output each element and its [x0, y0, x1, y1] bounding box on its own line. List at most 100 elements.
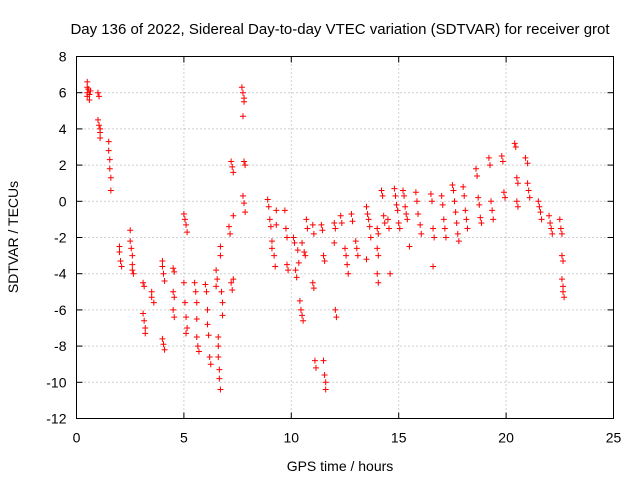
- data-point: [117, 258, 124, 265]
- data-point: [386, 225, 393, 232]
- data-point: [238, 84, 245, 91]
- y-axis-label: SDTVAR / TECUs: [5, 181, 21, 293]
- data-point: [526, 194, 533, 201]
- data-point: [202, 281, 209, 288]
- data-point: [486, 162, 493, 169]
- data-point: [365, 216, 372, 223]
- data-point: [204, 321, 211, 328]
- data-point: [461, 192, 468, 199]
- x-tick-label: 20: [498, 430, 514, 446]
- data-point: [348, 210, 355, 217]
- data-point: [193, 315, 200, 322]
- data-point: [438, 192, 445, 199]
- data-point: [547, 220, 554, 227]
- data-point: [363, 203, 370, 210]
- data-point: [463, 216, 470, 223]
- data-point: [301, 248, 308, 255]
- data-point: [522, 154, 529, 161]
- data-point: [310, 230, 317, 237]
- data-point: [159, 263, 166, 270]
- data-point: [241, 200, 248, 207]
- data-point: [455, 238, 462, 245]
- data-point: [375, 230, 382, 237]
- x-tick-label: 5: [180, 430, 188, 446]
- y-tick-label: 4: [59, 121, 67, 137]
- data-point: [319, 227, 326, 234]
- grid-lines: [76, 56, 614, 419]
- data-point: [490, 216, 497, 223]
- data-point: [535, 198, 542, 205]
- data-point: [393, 201, 400, 208]
- data-point: [367, 234, 374, 241]
- data-point: [242, 209, 249, 216]
- data-point: [228, 279, 235, 286]
- data-point: [239, 192, 246, 199]
- y-tick-label: -8: [54, 338, 67, 354]
- data-point: [194, 343, 201, 350]
- data-point: [94, 89, 101, 96]
- data-point: [180, 279, 187, 286]
- data-point: [304, 225, 311, 232]
- data-point: [84, 78, 91, 85]
- data-point: [242, 162, 249, 169]
- data-point: [268, 245, 275, 252]
- data-point: [230, 212, 237, 219]
- y-tick-label: -2: [54, 230, 67, 246]
- data-point: [105, 147, 112, 154]
- data-point: [217, 386, 224, 393]
- data-point: [320, 357, 327, 364]
- data-point: [130, 270, 137, 277]
- data-point: [128, 245, 135, 252]
- data-point: [281, 207, 288, 214]
- data-point: [396, 225, 403, 232]
- data-point: [181, 216, 188, 223]
- data-point: [203, 288, 210, 295]
- data-point: [384, 216, 391, 223]
- data-point: [239, 89, 246, 96]
- data-point: [514, 180, 521, 187]
- data-point: [127, 227, 134, 234]
- chart-title: Day 136 of 2022, Sidereal Day-to-day VTE…: [70, 21, 610, 38]
- data-point: [450, 187, 457, 194]
- data-point: [148, 294, 155, 301]
- data-point: [476, 201, 483, 208]
- data-point: [205, 332, 212, 339]
- data-point: [473, 165, 480, 172]
- data-point: [379, 192, 386, 199]
- data-point: [116, 248, 123, 255]
- data-point: [226, 223, 233, 230]
- data-point: [204, 306, 211, 313]
- data-point: [428, 198, 435, 205]
- data-point: [285, 267, 292, 274]
- data-point: [345, 270, 352, 277]
- data-point: [107, 187, 114, 194]
- data-point: [284, 234, 291, 241]
- data-point: [439, 201, 446, 208]
- data-point: [352, 238, 359, 245]
- data-point: [216, 366, 223, 373]
- data-point: [299, 239, 306, 246]
- data-point: [291, 239, 298, 246]
- data-point: [96, 93, 103, 100]
- data-point: [105, 138, 112, 145]
- data-point: [380, 212, 387, 219]
- data-point: [363, 256, 370, 263]
- data-point: [160, 341, 167, 348]
- data-point: [193, 299, 200, 306]
- data-point: [284, 261, 291, 268]
- data-point: [485, 154, 492, 161]
- data-point: [418, 230, 425, 237]
- data-point: [344, 261, 351, 268]
- data-point: [332, 306, 339, 313]
- data-point: [183, 314, 190, 321]
- x-axis-label: GPS time / hours: [287, 458, 394, 474]
- data-point: [387, 270, 394, 277]
- data-point: [302, 252, 309, 259]
- data-point: [536, 203, 543, 210]
- data-point: [170, 288, 177, 295]
- y-tick-label: -10: [46, 374, 66, 390]
- data-point: [431, 234, 438, 241]
- data-point: [303, 216, 310, 223]
- data-point: [129, 267, 136, 274]
